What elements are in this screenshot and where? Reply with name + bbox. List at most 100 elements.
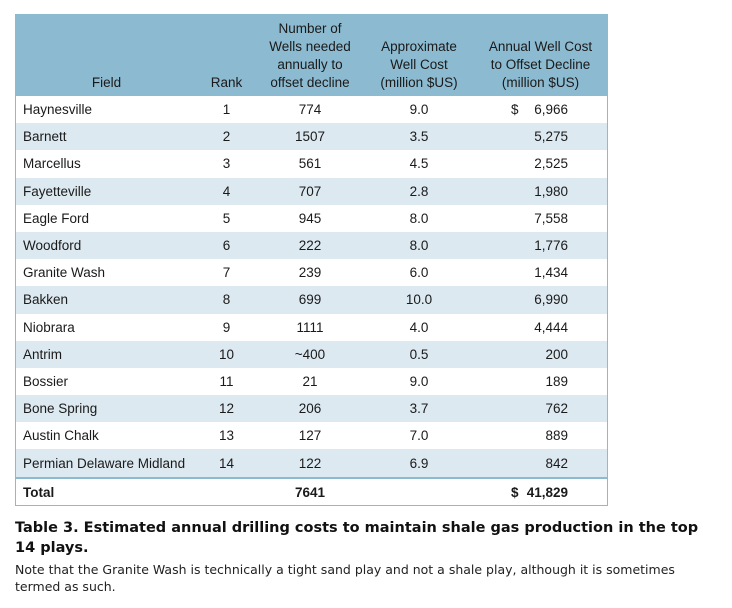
annual-value: 1,434 [534,265,568,281]
cell-rank: 5 [198,204,255,232]
header-annual-line: (million $US) [501,75,580,90]
header-cost-line: Approximate [381,39,457,54]
cell-cost: 6.0 [365,259,473,287]
header-wells-line: annually to [277,57,343,72]
cell-annual: 2,525 [473,150,608,178]
cell-cost: 0.5 [365,340,473,368]
cell-wells: 561 [255,150,365,178]
header-annual: Annual Well Cost to Offset Decline (mill… [473,14,608,96]
caption-title: Table 3. Estimated annual drilling costs… [15,520,699,556]
cell-cost: 9.0 [365,96,473,124]
cell-rank: 12 [198,395,255,423]
cell-field: Marcellus [15,150,198,178]
cell-annual: 889 [473,422,608,450]
total-wells: 7641 [255,476,365,506]
cell-rank: 6 [198,231,255,260]
cell-rank: 7 [198,259,255,287]
cell-wells: 21 [255,367,365,396]
header-wells-line: Number of [278,21,342,36]
annual-value: 2,525 [534,156,568,172]
annual-value: 6,990 [534,292,568,308]
cell-field: Bone Spring [15,395,198,423]
annual-value: 200 [545,346,568,362]
annual-value: 6,966 [534,102,568,118]
cell-wells: 945 [255,204,365,232]
header-wells-line: offset decline [270,75,350,90]
cell-annual: $6,966 [473,96,608,124]
annual-value: 7,558 [534,210,568,226]
drilling-cost-table: Field Rank Number of Wells needed annual… [15,14,608,506]
cell-annual: 200 [473,340,608,368]
cell-wells: 239 [255,259,365,287]
cell-rank: 14 [198,449,255,478]
cell-cost: 10.0 [365,286,473,314]
cell-wells: 699 [255,286,365,314]
table-row: Bossier 11 21 9.0 189 [15,367,608,396]
table-row: Austin Chalk 13 127 7.0 889 [15,422,608,450]
cell-cost: 4.5 [365,150,473,178]
cell-annual: 1,980 [473,177,608,205]
cell-annual: 1,776 [473,231,608,260]
cell-wells: 222 [255,231,365,260]
header-wells: Number of Wells needed annually to offse… [255,14,365,96]
cell-cost: 8.0 [365,204,473,232]
cell-rank: 1 [198,96,255,124]
annual-value: 1,776 [534,238,568,254]
cell-field: Barnett [15,123,198,151]
cell-rank: 9 [198,313,255,341]
annual-value: 1,980 [534,183,568,199]
table-row: Woodford 6 222 8.0 1,776 [15,231,608,260]
cell-cost: 4.0 [365,313,473,341]
cell-wells: 206 [255,395,365,423]
header-cost-line: (million $US) [380,75,458,90]
header-rank: Rank [198,14,255,96]
table-row: Eagle Ford 5 945 8.0 7,558 [15,204,608,232]
annual-value: 842 [545,455,568,471]
table-row: Bone Spring 12 206 3.7 762 [15,395,608,423]
data-table-container: Field Rank Number of Wells needed annual… [15,14,608,506]
cell-rank: 11 [198,367,255,396]
cell-rank: 2 [198,123,255,151]
cell-annual: 7,558 [473,204,608,232]
cell-wells: 707 [255,177,365,205]
cell-annual: 6,990 [473,286,608,314]
table-header-row: Field Rank Number of Wells needed annual… [15,14,608,96]
cell-rank: 10 [198,340,255,368]
table-row: Fayetteville 4 707 2.8 1,980 [15,177,608,205]
cell-wells: 1507 [255,123,365,151]
cell-field: Permian Delaware Midland [15,449,198,478]
table-row: Haynesville 1 774 9.0 $6,966 [15,96,608,124]
cell-cost: 8.0 [365,231,473,260]
cell-wells: 127 [255,422,365,450]
cell-annual: 189 [473,367,608,396]
header-annual-line: Annual Well Cost [488,39,593,54]
cell-annual: 5,275 [473,123,608,151]
annual-value: 889 [545,428,568,444]
total-label: Total [15,476,198,506]
cell-rank: 8 [198,286,255,314]
cell-wells: ~400 [255,340,365,368]
cell-annual: 842 [473,449,608,478]
annual-value: 189 [545,373,568,389]
currency-symbol: $ [511,484,519,500]
table-body: Haynesville 1 774 9.0 $6,966 Barnett 2 1507 3.5… [15,96,608,506]
header-field: Field [15,14,198,96]
cell-cost: 9.0 [365,367,473,396]
cell-wells: 774 [255,96,365,124]
total-rank [198,476,255,506]
table-row: Marcellus 3 561 4.5 2,525 [15,150,608,178]
cell-field: Austin Chalk [15,422,198,450]
cell-rank: 13 [198,422,255,450]
table-row: Niobrara 9 1111 4.0 4,444 [15,313,608,341]
cell-annual: 1,434 [473,259,608,287]
cell-cost: 3.5 [365,123,473,151]
cell-rank: 4 [198,177,255,205]
cell-field: Haynesville [15,96,198,124]
cell-field: Niobrara [15,313,198,341]
header-wells-line: Wells needed [269,39,351,54]
cell-field: Woodford [15,231,198,260]
cell-field: Antrim [15,340,198,368]
annual-value: 5,275 [534,129,568,145]
annual-value: 41,829 [526,484,568,500]
total-cost [365,476,473,506]
